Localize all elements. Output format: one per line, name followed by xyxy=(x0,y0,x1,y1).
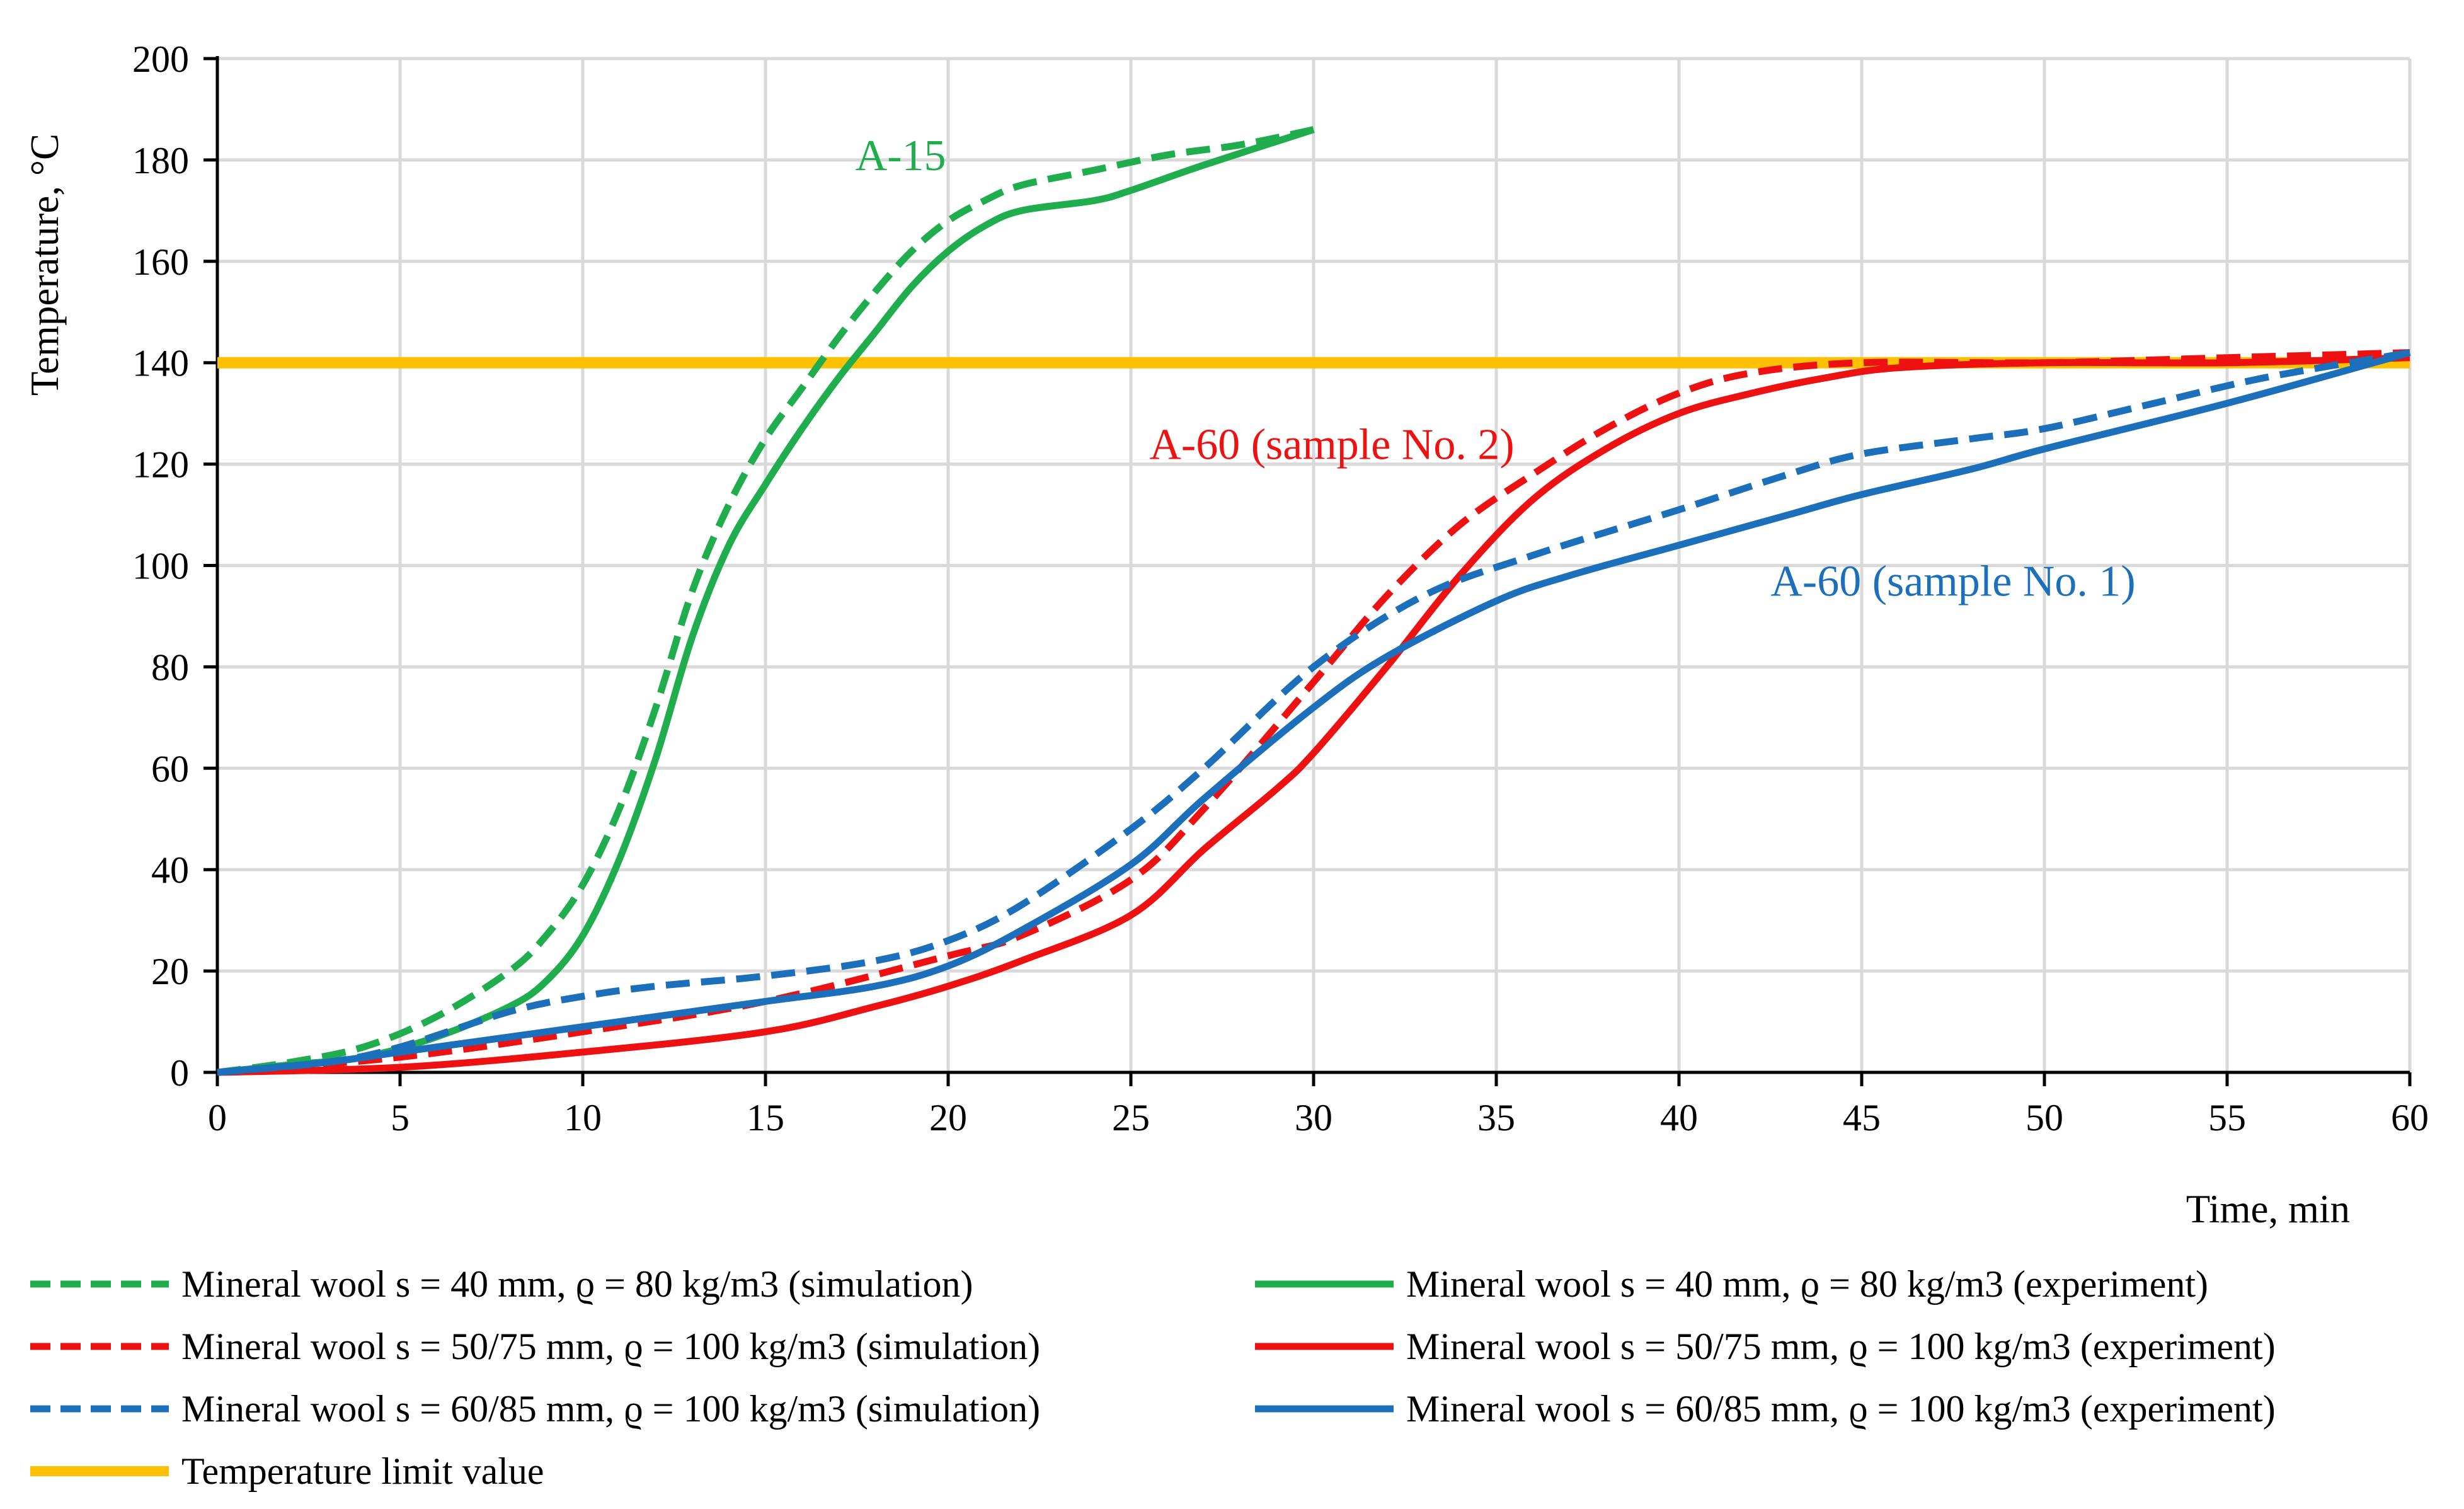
x-axis-title: Time, min xyxy=(2186,1187,2350,1231)
x-tick-label: 10 xyxy=(564,1097,602,1139)
series-line-mineral-wool-s-60-85-mm-100-kg-m3-experiment xyxy=(217,349,2411,1076)
y-tick-label: 20 xyxy=(151,951,189,992)
tick-labels: 0 20 40 60 80 100 120 140 160 180 200 0 5 10 15 20 25 30 3… xyxy=(132,38,2429,1139)
legend-label-mineral-wool-s-50-75-mm-100-kg-m3-experiment: Mineral wool s = 50/75 mm, ϱ = 100 kg/m3… xyxy=(1406,1326,2276,1367)
y-tick-label: 140 xyxy=(132,343,189,384)
x-tick-label: 60 xyxy=(2391,1097,2429,1139)
y-tick-label: 100 xyxy=(132,546,189,587)
y-tick-label: 200 xyxy=(132,38,189,80)
annotation-label-3: A-60 (sample No. 1) xyxy=(1770,558,2135,606)
x-tick-label: 15 xyxy=(747,1097,784,1139)
series-line-mineral-wool-s-60-85-mm-100-kg-m3-simulation xyxy=(217,349,2410,1076)
y-tick-label: 0 xyxy=(170,1052,189,1094)
x-tick-label: 0 xyxy=(208,1097,227,1139)
series-lines xyxy=(217,126,2411,1076)
grid xyxy=(217,57,2412,1072)
y-tick-label: 40 xyxy=(151,849,189,891)
x-tick-label: 40 xyxy=(1660,1097,1698,1139)
legend-label-mineral-wool-s-60-85-mm-100-kg-m3-simulation: Mineral wool s = 60/85 mm, ϱ = 100 kg/m3… xyxy=(181,1388,1040,1430)
axes xyxy=(203,56,2412,1086)
x-tick-label: 20 xyxy=(929,1097,967,1139)
y-axis-title: Temperature, °C xyxy=(23,134,67,396)
annotation-label-1: A-15 xyxy=(856,132,946,180)
y-tick-label: 60 xyxy=(151,748,189,789)
legend-label-mineral-wool-s-60-85-mm-100-kg-m3-experiment: Mineral wool s = 60/85 mm, ϱ = 100 kg/m3… xyxy=(1406,1388,2276,1430)
annotation-label-2: A-60 (sample No. 2) xyxy=(1149,420,1514,469)
legend-label-mineral-wool-s-50-75-mm-100-kg-m3-simulation: Mineral wool s = 50/75 mm, ϱ = 100 kg/m3… xyxy=(181,1326,1040,1367)
legend-label-mineral-wool-s-40-mm-80-kg-m3-simulation: Mineral wool s = 40 mm, ϱ = 80 kg/m3 (si… xyxy=(181,1263,973,1305)
y-tick-label: 120 xyxy=(132,444,189,486)
x-tick-label: 50 xyxy=(2026,1097,2063,1139)
legend-label-mineral-wool-s-40-mm-80-kg-m3-experiment: Mineral wool s = 40 mm, ϱ = 80 kg/m3 (ex… xyxy=(1406,1263,2208,1305)
y-tick-label: 80 xyxy=(151,646,189,688)
y-tick-label: 180 xyxy=(132,140,189,181)
legend: Mineral wool s = 40 mm, ϱ = 80 kg/m3 (si… xyxy=(30,1263,2276,1492)
series-line-mineral-wool-s-40-mm-80-kg-m3-simulation xyxy=(217,126,1315,1076)
series-line-mineral-wool-s-40-mm-80-kg-m3-experiment xyxy=(217,126,1315,1076)
x-tick-label: 45 xyxy=(1843,1097,1881,1139)
x-tick-label: 35 xyxy=(1477,1097,1515,1139)
x-tick-label: 30 xyxy=(1295,1097,1332,1139)
y-tick-label: 160 xyxy=(132,241,189,283)
series-line-mineral-wool-s-50-75-mm-100-kg-m3-experiment xyxy=(217,354,2410,1076)
legend-label-temperature-limit-value: Temperature limit value xyxy=(181,1450,544,1492)
annotations: A-15 A-60 (sample No. 2) A-60 (sample No. … xyxy=(856,132,2136,606)
x-tick-label: 25 xyxy=(1112,1097,1150,1139)
x-tick-label: 55 xyxy=(2208,1097,2246,1139)
x-tick-label: 5 xyxy=(391,1097,410,1139)
